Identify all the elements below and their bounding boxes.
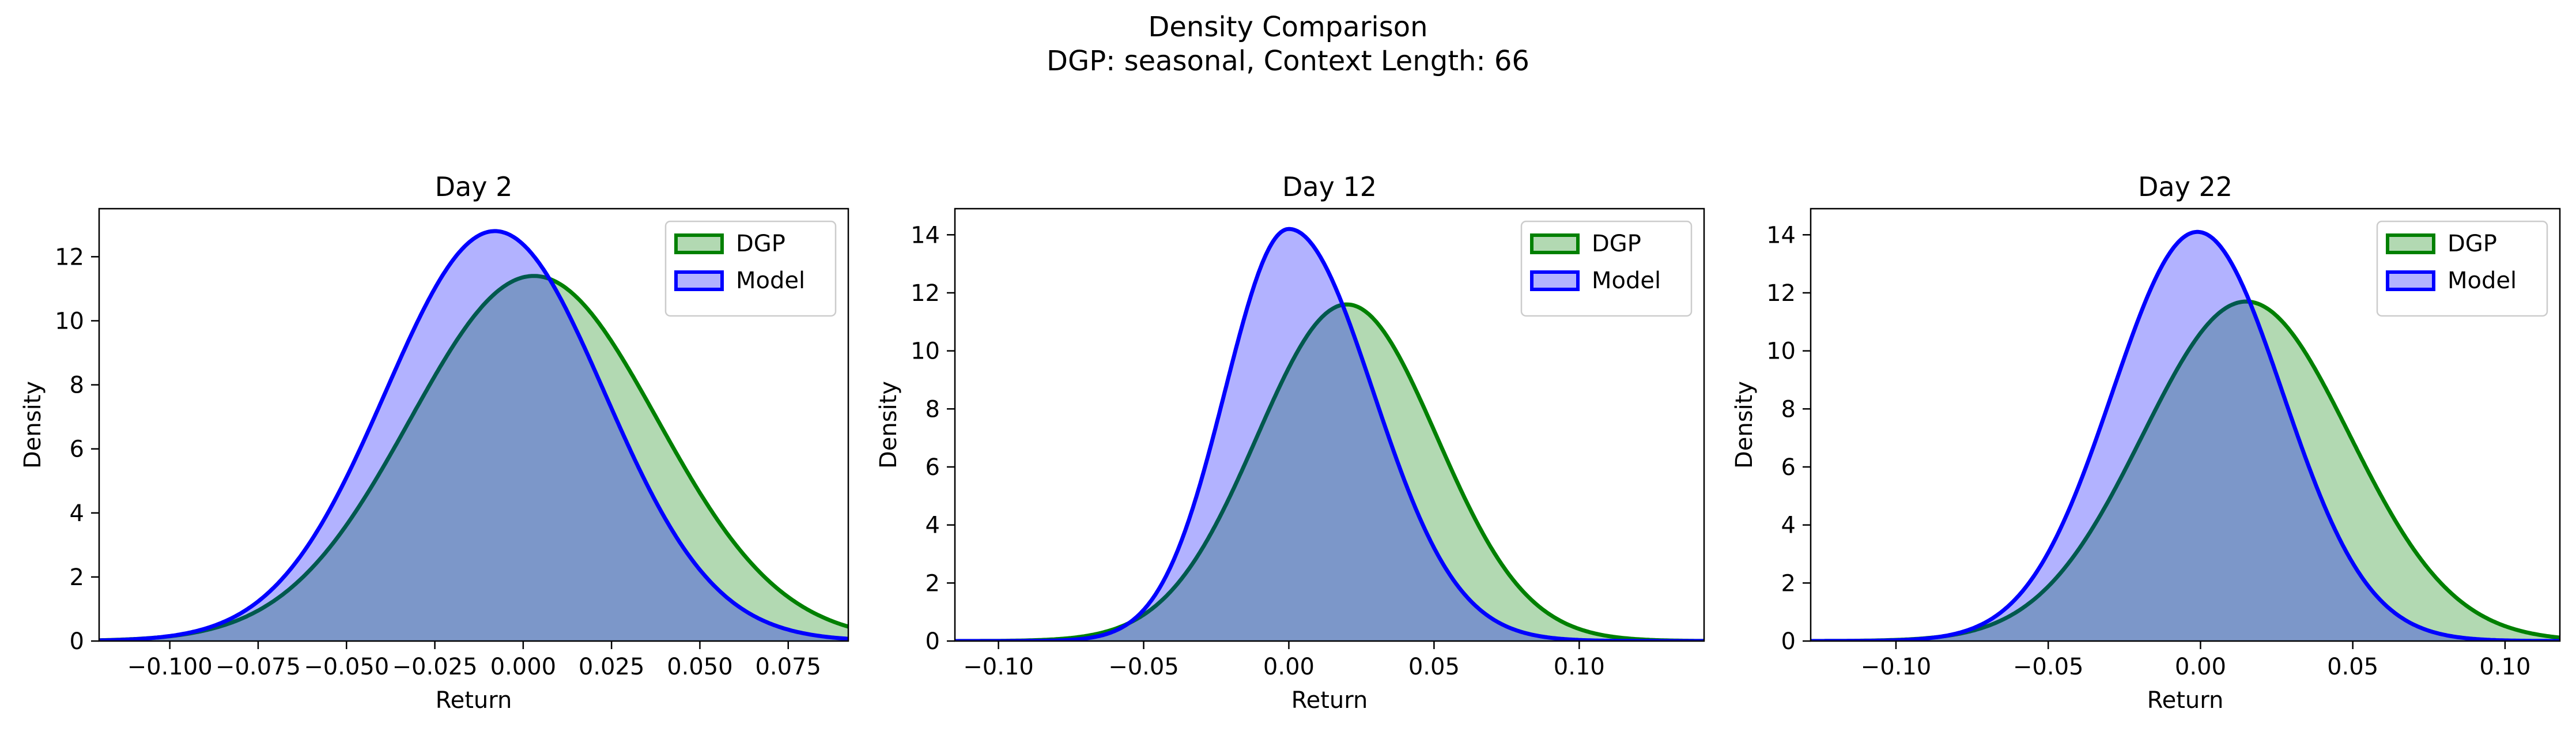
y-axis-label: Density bbox=[1731, 381, 1758, 469]
model-density-area bbox=[955, 229, 1704, 641]
x-tick-label: 0.025 bbox=[579, 654, 645, 680]
y-tick-label: 12 bbox=[911, 280, 940, 307]
y-tick-label: 12 bbox=[55, 244, 84, 270]
y-tick-label: 6 bbox=[70, 436, 84, 463]
y-tick-label: 4 bbox=[926, 512, 940, 539]
model-legend-swatch-bg bbox=[1532, 272, 1578, 289]
panel-title: Day 22 bbox=[2138, 171, 2233, 202]
panel-title: Day 2 bbox=[435, 171, 513, 202]
x-tick-label: 0.10 bbox=[2479, 654, 2530, 680]
x-tick-label: −0.10 bbox=[963, 654, 1034, 680]
x-tick-label: −0.100 bbox=[127, 654, 213, 680]
y-tick-label: 2 bbox=[70, 564, 84, 591]
y-tick-label: 6 bbox=[1781, 454, 1796, 481]
x-tick-label: −0.025 bbox=[392, 654, 478, 680]
y-tick-label: 0 bbox=[1781, 628, 1796, 655]
y-tick-label: 10 bbox=[911, 338, 940, 365]
x-tick-label: 0.05 bbox=[2327, 654, 2378, 680]
y-tick-label: 10 bbox=[1766, 338, 1796, 365]
model-density-line bbox=[99, 229, 848, 641]
x-axis-label: Return bbox=[436, 687, 512, 714]
plot-area bbox=[1811, 229, 2560, 641]
x-axis-label: Return bbox=[1291, 687, 1368, 714]
model-legend-label: Model bbox=[1592, 267, 1661, 294]
y-tick-label: 14 bbox=[1766, 222, 1796, 248]
chart-panels: −0.100 −0.075 −0.050 −0.025 0.000 0.025 0.050 0… bbox=[20, 171, 2561, 714]
x-tick-label: −0.050 bbox=[304, 654, 389, 680]
dgp-legend-swatch-bg bbox=[676, 235, 722, 252]
y-tick-label: 2 bbox=[926, 570, 940, 597]
legend: DGP Model bbox=[664, 220, 837, 317]
x-tick-label: 0.00 bbox=[1263, 654, 1315, 680]
panel-title: Day 12 bbox=[1282, 171, 1377, 202]
dgp-legend-swatch-bg bbox=[1532, 235, 1578, 252]
model-density-line bbox=[955, 227, 1704, 641]
axes-frame bbox=[98, 208, 849, 642]
model-legend-swatch bbox=[674, 270, 724, 291]
dgp-density-line bbox=[955, 302, 1704, 641]
figure-subtitle: DGP: seasonal, Context Length: 66 bbox=[1047, 45, 1529, 77]
dgp-density-area bbox=[99, 276, 848, 641]
model-legend-label: Model bbox=[736, 267, 805, 294]
y-tick-label: 6 bbox=[926, 454, 940, 481]
x-tick-label: 0.050 bbox=[667, 654, 733, 680]
chart-panel-1: −0.100 −0.075 −0.050 −0.025 0.000 0.025 0.050 0… bbox=[20, 171, 849, 714]
y-axis-label: Density bbox=[20, 381, 46, 469]
dgp-legend-swatch-bg bbox=[2388, 235, 2434, 252]
x-axis-label: Return bbox=[2147, 687, 2224, 714]
y-axis-label: Density bbox=[875, 381, 902, 469]
model-legend-swatch bbox=[2386, 270, 2435, 291]
x-tick-label: 0.075 bbox=[755, 654, 821, 680]
dgp-density-area bbox=[1811, 301, 2560, 641]
y-tick-label: 0 bbox=[70, 628, 84, 655]
model-density-area bbox=[99, 231, 848, 641]
dgp-density-area bbox=[955, 304, 1704, 641]
x-tick-label: −0.05 bbox=[1108, 654, 1179, 680]
y-tick-label: 0 bbox=[926, 628, 940, 655]
dgp-legend-swatch bbox=[1530, 233, 1580, 254]
dgp-legend-swatch bbox=[2386, 233, 2435, 254]
dgp-legend-label: DGP bbox=[1592, 231, 1641, 257]
legend: DGP Model bbox=[1520, 220, 1693, 317]
model-legend-swatch bbox=[1530, 270, 1580, 291]
x-tick-label: −0.075 bbox=[216, 654, 301, 680]
x-tick-label: 0.000 bbox=[490, 654, 557, 680]
axes-frame bbox=[1810, 208, 2561, 642]
y-tick-label: 10 bbox=[55, 308, 84, 334]
x-tick-label: −0.05 bbox=[2013, 654, 2084, 680]
plot-area bbox=[99, 229, 848, 641]
y-tick-label: 8 bbox=[1781, 396, 1796, 423]
y-tick-label: 2 bbox=[1781, 570, 1796, 597]
dgp-legend-swatch bbox=[674, 233, 724, 254]
chart-panel-3: −0.10 −0.05 0.00 0.05 0.10 0 2 4 6 8 10 12 14 Day 22 R… bbox=[1731, 171, 2561, 714]
legend: DGP Model bbox=[2376, 220, 2548, 317]
x-tick-label: −0.10 bbox=[1861, 654, 1932, 680]
figure-title: Density Comparison bbox=[1148, 11, 1427, 43]
model-legend-label: Model bbox=[2447, 267, 2517, 294]
x-tick-label: 0.05 bbox=[1408, 654, 1460, 680]
y-tick-label: 4 bbox=[1781, 512, 1796, 539]
dgp-legend-label: DGP bbox=[736, 231, 785, 257]
dgp-density-line bbox=[99, 274, 848, 641]
dgp-legend-label: DGP bbox=[2447, 231, 2497, 257]
x-tick-label: 0.00 bbox=[2175, 654, 2226, 680]
axes-frame bbox=[954, 208, 1705, 642]
chart-panel-2: −0.10 −0.05 0.00 0.05 0.10 0 2 4 6 8 10 12 14 Day 12 R… bbox=[875, 171, 1705, 714]
y-tick-label: 8 bbox=[926, 396, 940, 423]
y-tick-label: 4 bbox=[70, 500, 84, 527]
model-legend-swatch-bg bbox=[676, 272, 722, 289]
y-tick-label: 14 bbox=[911, 222, 940, 248]
model-legend-swatch-bg bbox=[2388, 272, 2434, 289]
model-density-line bbox=[1811, 229, 2560, 641]
y-tick-label: 12 bbox=[1766, 280, 1796, 307]
x-tick-label: 0.10 bbox=[1554, 654, 1605, 680]
plot-area bbox=[955, 227, 1704, 641]
model-density-area bbox=[1811, 232, 2560, 641]
y-tick-label: 8 bbox=[70, 372, 84, 399]
